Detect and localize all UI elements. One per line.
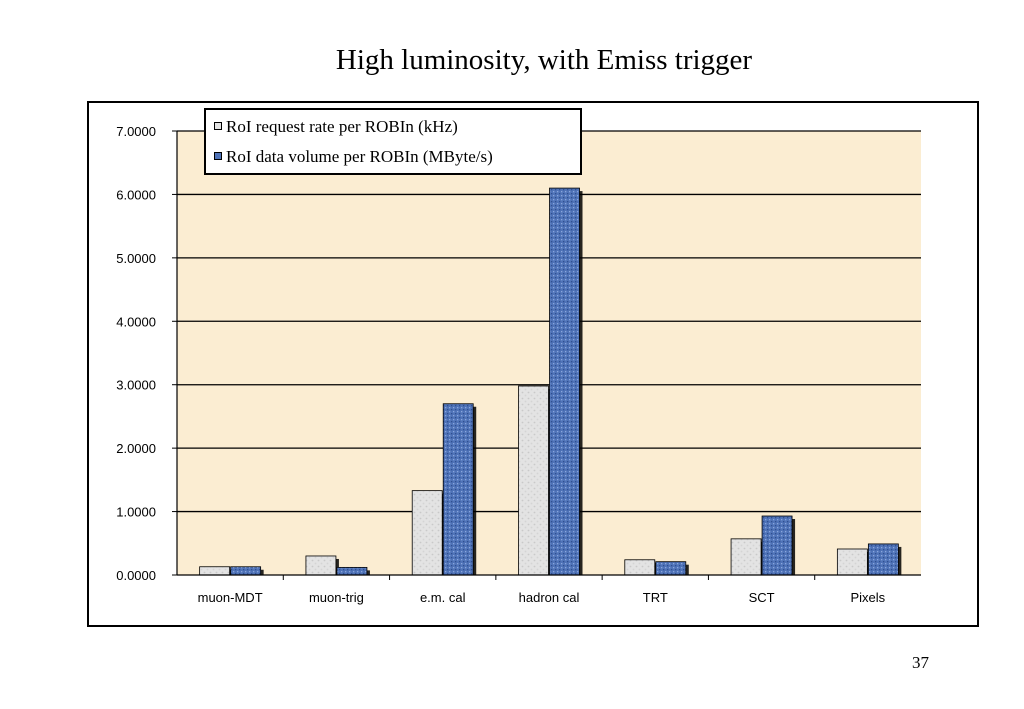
y-tick-label: 2.0000 (116, 441, 156, 456)
x-tick-label: e.m. cal (420, 590, 466, 605)
y-tick-label: 7.0000 (116, 124, 156, 139)
y-tick-label: 1.0000 (116, 505, 156, 520)
y-tick-label: 0.0000 (116, 568, 156, 583)
bar-request-rate (836, 548, 868, 576)
x-tick-label: TRT (643, 590, 668, 605)
x-tick-label: Pixels (851, 590, 886, 605)
bar-request-rate (411, 490, 443, 576)
bar-data-volume (761, 515, 793, 576)
x-tick-label: muon-trig (309, 590, 364, 605)
bar-data-volume (442, 403, 474, 576)
bar-data-volume (867, 543, 899, 576)
legend-item-data-volume: RoI data volume per ROBIn (MByte/s) (214, 145, 493, 169)
slide-title: High luminosity, with Emiss trigger (335, 44, 753, 76)
legend-swatch-data-volume (214, 152, 222, 160)
bar-request-rate (730, 538, 762, 576)
bar-data-volume (336, 566, 368, 576)
bar-data-volume (230, 566, 262, 576)
legend-label-data-volume: RoI data volume per ROBIn (MByte/s) (226, 147, 493, 166)
legend-item-request-rate: RoI request rate per ROBIn (kHz) (214, 115, 458, 139)
chart-area: 0.0000 1.0000 2.0000 3.0000 4.0000 5.0000 6.00… (87, 101, 979, 627)
y-tick-label: 5.0000 (116, 251, 156, 266)
page-number: 37 (912, 653, 929, 672)
x-tick-label: SCT (749, 590, 775, 605)
y-tick-label: 4.0000 (116, 314, 156, 329)
bar-request-rate (624, 559, 656, 576)
legend-swatch-request-rate (214, 122, 222, 130)
y-tick-label: 6.0000 (116, 187, 156, 202)
x-tick-label: hadron cal (519, 590, 580, 605)
x-tick-label: muon-MDT (198, 590, 263, 605)
bar-chart: 0.0000 1.0000 2.0000 3.0000 4.0000 5.0000 6.00… (116, 124, 921, 605)
bar-request-rate (518, 385, 549, 576)
bar-request-rate (199, 566, 231, 576)
bar-request-rate (305, 555, 337, 576)
y-tick-label: 3.0000 (116, 378, 156, 393)
legend-label-request-rate: RoI request rate per ROBIn (kHz) (226, 117, 458, 136)
chart-legend: RoI request rate per ROBIn (kHz) RoI dat… (204, 108, 582, 175)
bar-data-volume (549, 187, 580, 576)
bar-data-volume (655, 561, 687, 576)
